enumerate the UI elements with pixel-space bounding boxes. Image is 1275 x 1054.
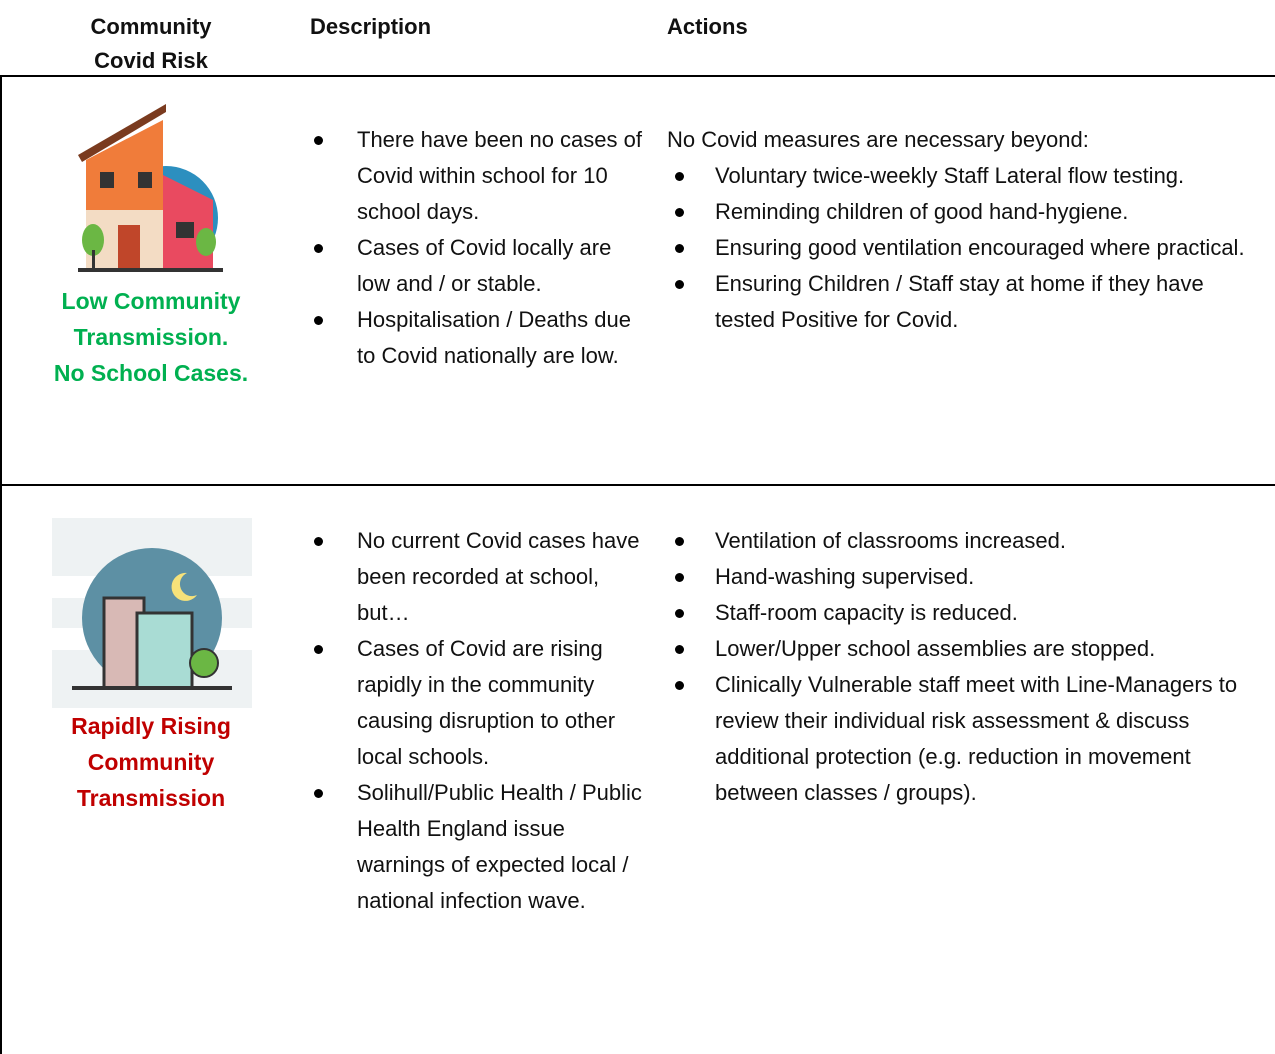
rule bbox=[0, 484, 1275, 486]
action-item: Ensuring Children / Staff stay at home i… bbox=[675, 266, 1260, 338]
description-item: Solihull/Public Health / Public Health E… bbox=[314, 775, 642, 919]
risk-line: Low Community bbox=[61, 288, 241, 314]
risk-line: Community bbox=[87, 749, 215, 775]
border bbox=[0, 75, 2, 1054]
risk-line: Transmission. bbox=[73, 324, 229, 350]
description-list: No current Covid cases have been recorde… bbox=[314, 523, 642, 919]
description-item: There have been no cases of Covid within… bbox=[314, 122, 642, 230]
rule bbox=[0, 75, 1275, 77]
risk-label: Low Community Transmission. No School Case… bbox=[0, 283, 302, 391]
risk-line: Rapidly Rising bbox=[71, 713, 231, 739]
action-item: Reminding children of good hand-hygiene. bbox=[675, 194, 1260, 230]
description-list: There have been no cases of Covid within… bbox=[314, 122, 642, 374]
header-actions: Actions bbox=[667, 14, 748, 39]
description-item: No current Covid cases have been recorde… bbox=[314, 523, 642, 631]
action-item: Hand-washing supervised. bbox=[675, 559, 1260, 595]
risk-label: Rapidly Rising Community Transmission bbox=[0, 708, 302, 816]
action-item: Ensuring good ventilation encouraged whe… bbox=[675, 230, 1260, 266]
actions-list: Ventilation of classrooms increased. Hand… bbox=[675, 523, 1260, 811]
header-line: Covid Risk bbox=[94, 48, 208, 73]
risk-line: No School Cases. bbox=[53, 360, 249, 386]
city-icon bbox=[52, 518, 252, 708]
risk-line: Transmission bbox=[76, 785, 226, 811]
header-description: Description bbox=[310, 14, 432, 39]
action-item: Voluntary twice-weekly Staff Lateral flo… bbox=[675, 158, 1260, 194]
action-item: Ventilation of classrooms increased. bbox=[675, 523, 1260, 559]
description-item: Cases of Covid are rising rapidly in the… bbox=[314, 631, 642, 775]
header-line: Community bbox=[90, 14, 212, 39]
actions-list: Voluntary twice-weekly Staff Lateral flo… bbox=[675, 158, 1260, 338]
header-risk: Community Covid Risk bbox=[0, 10, 302, 78]
description-item: Hospitalisation / Deaths due to Covid na… bbox=[314, 302, 642, 374]
house-icon bbox=[78, 104, 223, 272]
action-item: Staff-room capacity is reduced. bbox=[675, 595, 1260, 631]
description-item: Cases of Covid locally are low and / or … bbox=[314, 230, 642, 302]
action-item: Clinically Vulnerable staff meet with Li… bbox=[675, 667, 1260, 811]
action-item: Lower/Upper school assemblies are stoppe… bbox=[675, 631, 1260, 667]
actions-intro: No Covid measures are necessary beyond: bbox=[667, 127, 1089, 152]
